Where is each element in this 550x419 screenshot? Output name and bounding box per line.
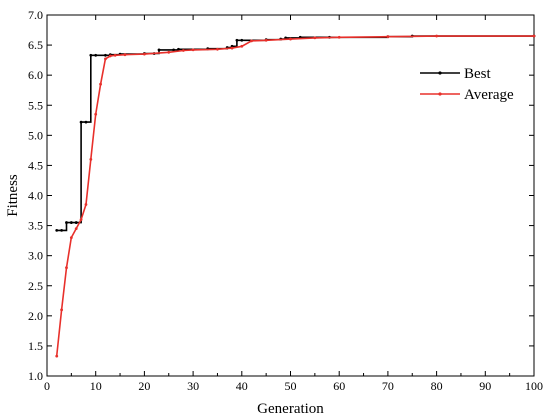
x-tick-label: 0 [44, 379, 50, 393]
data-point-best [172, 48, 176, 52]
x-tick-label: 40 [236, 379, 248, 393]
y-tick-label: 5.0 [28, 128, 43, 142]
x-tick-label: 100 [525, 379, 543, 393]
y-tick-label: 1.5 [28, 339, 43, 353]
axis-ticks: 0 10 20 30 40 50 60 70 80 90 100 1.0 1.5 2.0 2.5 3.0 3.5… [28, 8, 543, 393]
y-tick-label: 6.0 [28, 68, 43, 82]
y-tick-label: 3.0 [28, 249, 43, 263]
x-tick-label: 80 [431, 379, 443, 393]
data-point-best [235, 38, 239, 42]
data-point-average [113, 53, 117, 57]
y-tick-label: 7.0 [28, 8, 43, 22]
y-tick-label: 4.5 [28, 158, 43, 172]
plot-area-frame [46, 14, 535, 377]
legend-label-average: Average [464, 87, 514, 103]
y-tick-label: 5.5 [28, 98, 43, 112]
data-point-average [250, 39, 253, 43]
data-point-average [181, 49, 185, 52]
data-point-best [177, 47, 180, 51]
data-point-best [84, 120, 88, 124]
data-point-average [65, 266, 68, 270]
data-point-average [230, 46, 234, 50]
y-tick-label: 1.0 [28, 369, 43, 383]
legend-marker-average [438, 92, 442, 96]
data-point-average [532, 34, 536, 38]
y-tick-label: 4.0 [28, 189, 43, 203]
data-point-best [240, 38, 244, 42]
series-line-average [55, 35, 534, 357]
data-point-average [313, 36, 317, 40]
data-point-best [69, 221, 73, 224]
data-point-average [216, 47, 219, 51]
series-layer [55, 34, 536, 358]
series-line-best [56, 35, 534, 232]
y-tick-label: 6.5 [28, 38, 43, 52]
data-point-best [60, 228, 64, 232]
data-point-average [264, 38, 268, 42]
data-point-average [94, 112, 98, 116]
x-tick-label: 30 [187, 379, 199, 393]
data-point-best [157, 48, 161, 52]
data-point-average [240, 44, 244, 48]
data-point-average [167, 50, 171, 54]
x-tick-label: 90 [479, 379, 491, 393]
y-axis-label: Fitness [5, 174, 21, 217]
legend: Best Average [420, 66, 514, 103]
data-point-best [65, 221, 68, 224]
x-tick-label: 20 [138, 379, 150, 393]
data-point-average [74, 227, 78, 230]
x-tick-label: 70 [382, 379, 394, 393]
data-point-average [108, 54, 112, 58]
data-point-average [143, 52, 146, 56]
data-point-average [60, 308, 64, 312]
x-axis-label: Generation [257, 401, 324, 417]
data-point-average [337, 35, 341, 39]
y-tick-label: 2.5 [28, 279, 43, 293]
data-point-average [289, 37, 292, 41]
data-point-best [89, 53, 93, 57]
data-point-best [94, 53, 98, 57]
data-point-average [79, 218, 83, 221]
data-point-average [55, 354, 59, 358]
data-point-best [74, 221, 78, 224]
data-point-best [104, 53, 107, 57]
data-point-average [123, 53, 127, 57]
y-tick-label: 2.0 [28, 309, 43, 323]
data-point-average [104, 57, 107, 61]
data-point-average [69, 236, 73, 240]
legend-marker-best [438, 71, 442, 75]
data-point-average [435, 34, 438, 38]
data-point-best [55, 228, 59, 232]
data-point-average [89, 158, 93, 161]
data-point-average [191, 48, 195, 52]
data-point-best [79, 120, 83, 124]
data-point-average [99, 82, 102, 86]
y-tick-label: 3.5 [28, 219, 43, 233]
x-tick-label: 50 [285, 379, 297, 393]
legend-label-best: Best [464, 66, 492, 82]
x-tick-label: 10 [90, 379, 102, 393]
data-point-average [84, 203, 88, 206]
data-point-average [386, 35, 390, 39]
x-tick-label: 60 [333, 379, 345, 393]
